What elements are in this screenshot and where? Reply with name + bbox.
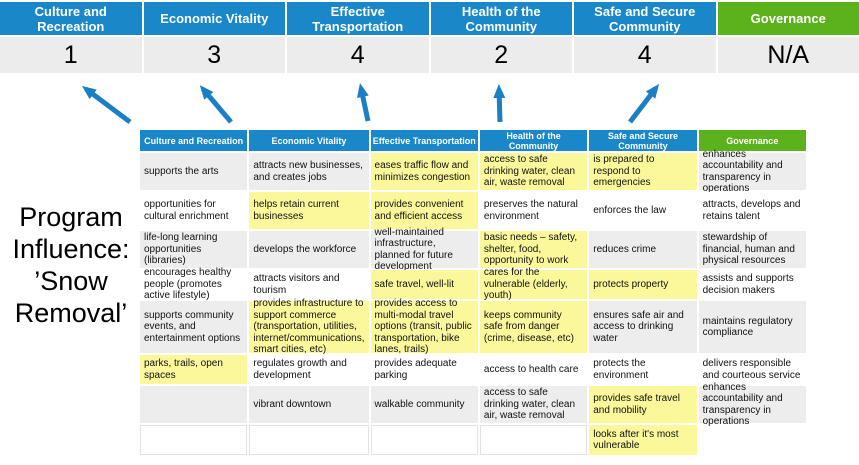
matrix-cell: enhances accountability and transparency… [698, 382, 806, 427]
matrix-cell: parks, trails, open spaces [140, 355, 248, 384]
influence-arrows [82, 83, 660, 124]
matrix-column-header: Culture and Recreation [140, 130, 248, 151]
matrix-cell [140, 386, 248, 423]
matrix-cell: supports community events, and entertain… [140, 301, 248, 353]
matrix-cell: enforces the law [589, 192, 697, 229]
priority-score: N/A [717, 37, 859, 73]
influence-arrow-1 [199, 85, 233, 124]
priority-label: Safe and Secure Community [574, 2, 716, 35]
matrix-cell: protects property [589, 270, 697, 299]
matrix-cell: provides adequate parking [370, 355, 478, 384]
priority-score-row: 1 3 4 2 4 N/A [0, 35, 859, 73]
matrix-cell: supports the arts [140, 153, 248, 190]
matrix-cell: stewardship of financial, human and phys… [698, 231, 806, 268]
matrix-cell: assists and supports decision makers [698, 270, 806, 299]
matrix-cell: vibrant downtown [249, 386, 369, 423]
matrix-cell: protects the environment [589, 355, 697, 384]
matrix-cell: ensures safe air and access to drinking … [589, 301, 697, 353]
matrix-column-header: Economic Vitality [249, 130, 369, 151]
title-line: ’Snow [34, 266, 108, 296]
matrix-cell: well-maintained infrastructure, planned … [370, 227, 478, 272]
matrix-cell: access to safe drinking water, clean air… [479, 153, 588, 190]
priority-summary-band: Culture and Recreation Economic Vitality E… [0, 2, 859, 73]
matrix-cell: life-long learning opportunities (librar… [140, 231, 248, 268]
influence-arrow-4 [628, 84, 660, 124]
influence-arrow-2 [356, 83, 371, 122]
matrix-cell: preserves the natural environment [479, 192, 588, 229]
matrix-cell: provides safe travel and mobility [589, 386, 697, 423]
matrix-column-header: Effective Transportation [370, 130, 478, 151]
matrix-cell: keeps community safe from danger (crime,… [479, 301, 588, 353]
matrix-cell: attracts visitors and tourism [249, 270, 369, 299]
matrix-cell: looks after it's most vulnerable [589, 425, 697, 455]
priority-label: Governance [717, 2, 859, 35]
matrix-cell: basic needs – safety, shelter, food, opp… [479, 231, 588, 268]
matrix-cell: attracts, develops and retains talent [698, 192, 806, 229]
priority-score: 1 [0, 37, 142, 73]
matrix-cell: attracts new businesses, and creates job… [249, 153, 369, 190]
matrix-cell: provides convenient and efficient access [370, 192, 478, 229]
matrix-cell: maintains regulatory compliance [698, 301, 806, 353]
matrix-cell [370, 425, 478, 455]
matrix-cell: eases traffic flow and minimizes congest… [370, 153, 478, 190]
matrix-cell: encourages healthy people (promotes acti… [140, 267, 248, 301]
matrix-cell [249, 425, 369, 455]
priority-label: Effective Transportation [287, 2, 429, 35]
matrix-cell: helps retain current businesses [249, 192, 369, 229]
program-influence-title: Program Influence: ’Snow Removal’ [0, 201, 142, 329]
matrix-cell [140, 425, 248, 455]
priority-label: Health of the Community [430, 2, 572, 35]
matrix-cell: provides access to multi-modal travel op… [370, 298, 478, 355]
priority-score: 4 [574, 37, 716, 73]
matrix-cell [699, 425, 806, 455]
matrix-cell: enhances accountability and transparency… [698, 149, 806, 194]
priority-score: 2 [430, 37, 572, 73]
matrix-cell: regulates growth and development [249, 355, 369, 384]
matrix-cell: safe travel, well-lit [370, 270, 478, 299]
matrix-column-header: Governance [698, 130, 806, 151]
priority-matrix-table: Culture and Recreation Economic Vitality E… [140, 130, 806, 455]
matrix-cell: reduces crime [589, 231, 697, 268]
influence-arrow-0 [82, 86, 132, 124]
title-line: Program [19, 202, 123, 232]
matrix-cell [479, 425, 588, 455]
matrix-cell: is prepared to respond to emergencies [589, 153, 697, 190]
priority-label: Culture and Recreation [0, 2, 142, 35]
matrix-cell: develops the workforce [249, 231, 369, 268]
title-line: Influence: [12, 234, 130, 264]
matrix-cell: walkable community [370, 386, 478, 423]
priority-score: 4 [287, 37, 429, 73]
priority-label: Economic Vitality [143, 2, 285, 35]
matrix-cell: opportunities for cultural enrichment [140, 192, 248, 229]
matrix-cell: provides infrastructure to support comme… [249, 298, 369, 355]
title-line: Removal’ [14, 298, 128, 328]
priority-header-row: Culture and Recreation Economic Vitality E… [0, 2, 859, 35]
matrix-cell: access to safe drinking water, clean air… [479, 386, 588, 423]
influence-arrow-3 [493, 84, 506, 123]
priority-score: 3 [143, 37, 285, 73]
matrix-cell: delivers responsible and courteous servi… [698, 355, 806, 384]
matrix-cell: access to health care [479, 355, 588, 384]
matrix-cell: cares for the vulnerable (elderly, youth… [479, 267, 588, 301]
matrix-column-header: Safe and Secure Community [589, 130, 697, 151]
matrix-column-header: Health of the Community [479, 130, 588, 151]
